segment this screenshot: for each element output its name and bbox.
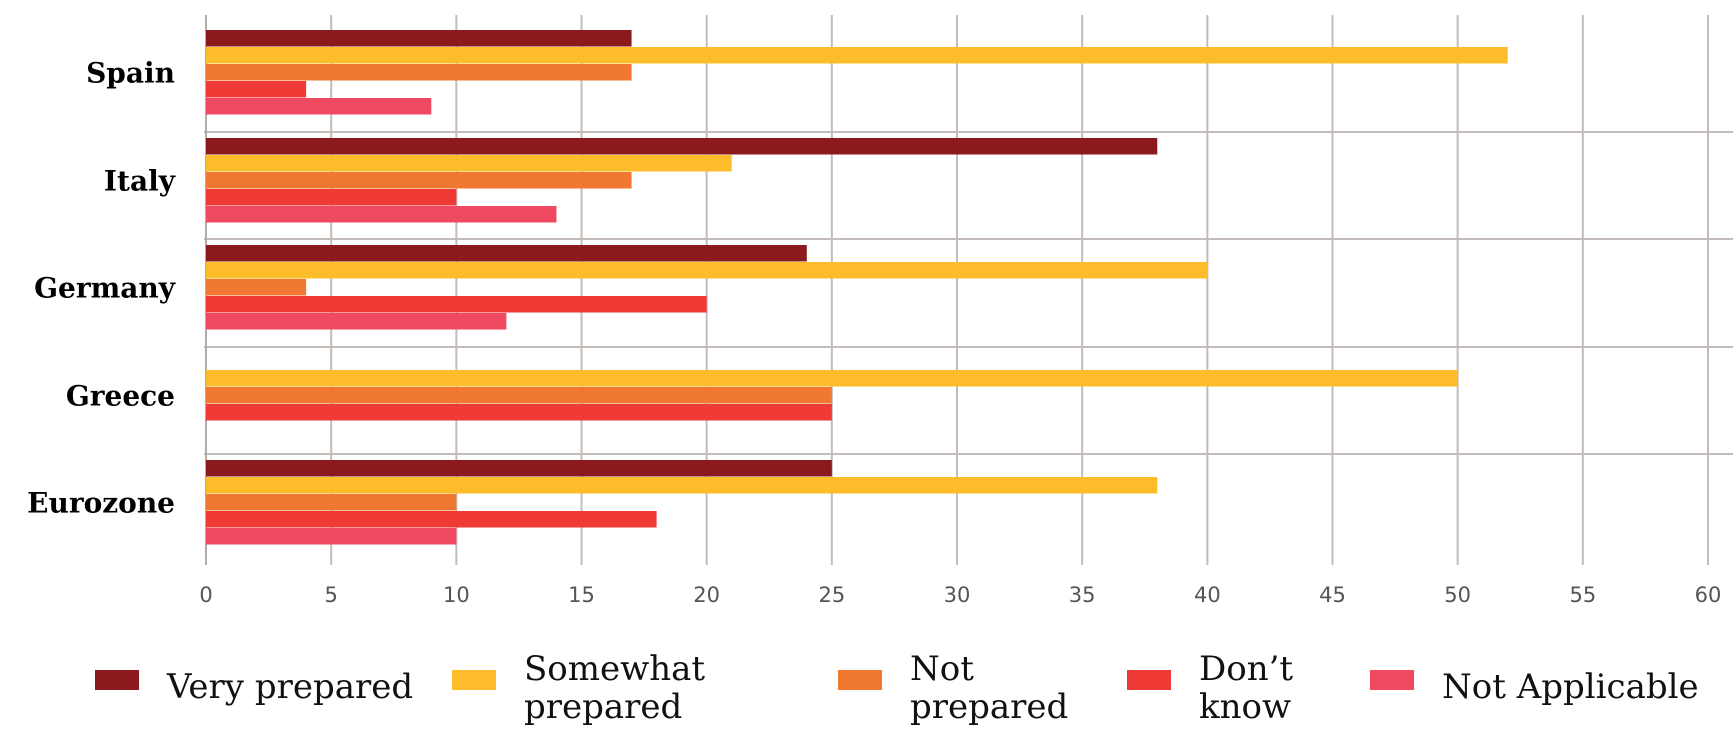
category-label: Germany [34,272,176,305]
legend-swatch [452,670,496,690]
bar-italy-very-prepared [206,138,1158,155]
bar-greece-not-prepared [206,387,832,404]
x-tick-label: 20 [693,583,720,607]
x-tick-label: 35 [1069,583,1096,607]
bar-eurozone-not-applicable [206,528,457,545]
category-labels: Spain Italy Germany Greece Eurozone [27,57,176,520]
x-tick-label: 0 [199,583,212,607]
x-tick-label: 55 [1569,583,1596,607]
bar-spain-not-applicable [206,98,432,115]
bar-eurozone-very-prepared [206,460,832,477]
legend-label: Somewhat prepared [524,649,705,727]
legend-item-don-t-know: Don’t know [1127,649,1293,727]
x-tick-label: 40 [1194,583,1221,607]
legend-label: Don’t know [1199,649,1293,727]
bar-italy-somewhat-prepared [206,155,732,172]
legend-item-somewhat-prepared: Somewhat prepared [452,649,705,727]
bar-germany-don-t-know [206,296,707,313]
x-tick-label: 25 [818,583,845,607]
bar-italy-don-t-know [206,189,457,206]
x-tick-label: 50 [1444,583,1471,607]
legend-item-very-prepared: Very prepared [95,667,413,707]
legend-swatch [95,670,139,690]
x-tick-label: 60 [1695,583,1722,607]
bars [206,30,1508,545]
x-tick-label: 15 [568,583,595,607]
bar-italy-not-applicable [206,206,557,223]
category-label: Spain [86,57,175,90]
category-label: Italy [104,165,176,198]
bar-spain-don-t-know [206,81,307,98]
x-tick-label: 10 [443,583,470,607]
legend-item-not-prepared: Not prepared [838,649,1068,727]
bar-greece-somewhat-prepared [206,370,1458,387]
bar-spain-very-prepared [206,30,632,47]
bar-germany-very-prepared [206,245,807,262]
category-label: Greece [66,380,175,413]
legend-label: Not Applicable [1442,667,1699,707]
x-tick-label: 5 [324,583,337,607]
bar-eurozone-don-t-know [206,511,657,528]
bar-italy-not-prepared [206,172,632,189]
bar-eurozone-not-prepared [206,494,457,511]
legend-item-not-applicable: Not Applicable [1370,667,1699,707]
x-axis-ticks: 0 5 10 15 20 25 30 35 40 45 50 55 60 [199,583,1721,607]
bar-spain-not-prepared [206,64,632,81]
legend: Very prepared Somewhat prepared Not prepared… [95,649,1699,727]
bar-germany-not-prepared [206,279,307,296]
x-tick-label: 45 [1319,583,1346,607]
legend-swatch [838,670,882,690]
legend-swatch [1127,670,1171,690]
bar-spain-somewhat-prepared [206,47,1508,64]
category-label: Eurozone [27,487,175,520]
legend-swatch [1370,670,1414,690]
bar-eurozone-somewhat-prepared [206,477,1158,494]
x-tick-label: 30 [944,583,971,607]
bar-greece-don-t-know [206,404,832,421]
bar-germany-not-applicable [206,313,507,330]
legend-label: Very prepared [166,667,413,707]
bar-germany-somewhat-prepared [206,262,1208,279]
legend-label: Not prepared [910,649,1068,727]
